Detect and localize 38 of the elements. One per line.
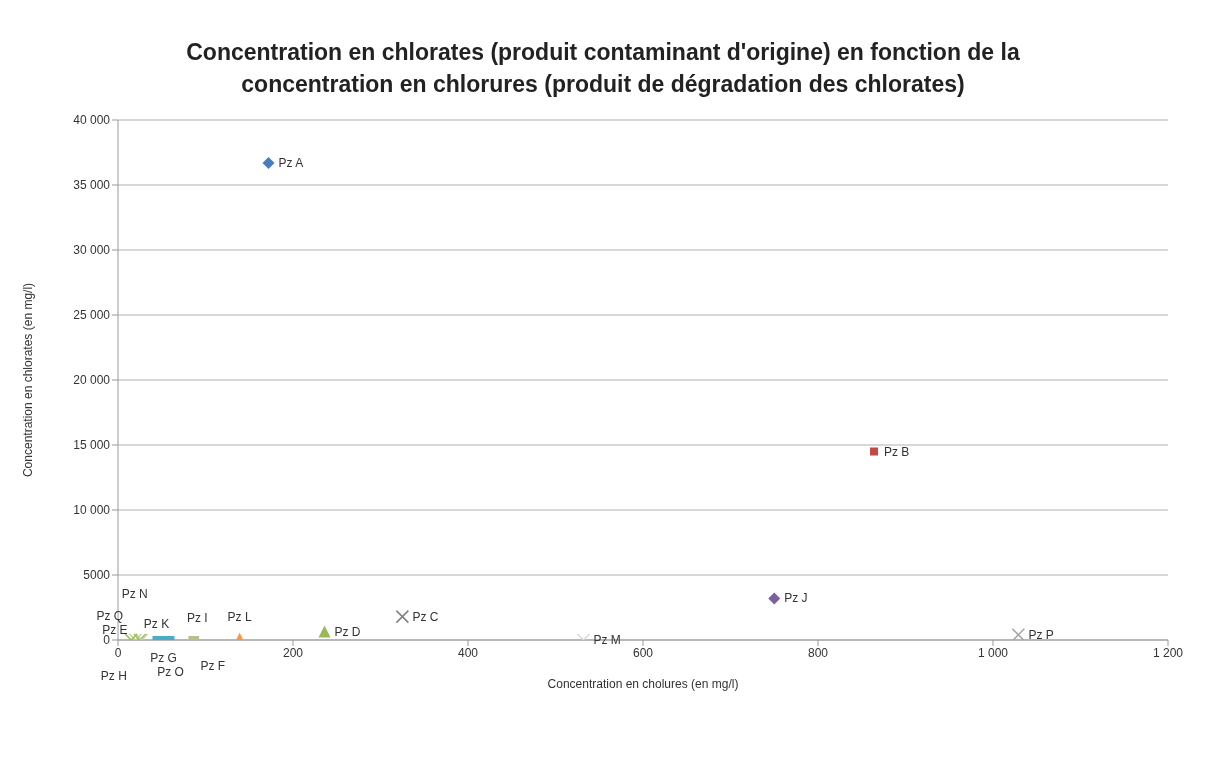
series-label: Pz Q	[96, 609, 124, 623]
series-label: Pz D	[334, 624, 361, 639]
y-tick-label: 0	[103, 633, 111, 648]
series-label: Pz C	[412, 609, 439, 624]
series-label: Pz K	[143, 617, 170, 631]
point	[262, 156, 275, 169]
series-label: Pz J	[784, 591, 808, 606]
y-tick-label: 30 000	[73, 243, 111, 258]
y-tick-label: 40 000	[73, 113, 111, 128]
series-label: Pz L	[227, 609, 252, 624]
x-axis-title: Concentration en cholures (en mg/l)	[547, 677, 739, 691]
y-tick-label: 10 000	[73, 503, 111, 518]
y-tick-label: 15 000	[73, 438, 111, 453]
series-label: Pz P	[1028, 627, 1054, 642]
series-label: Pz F	[200, 659, 226, 673]
x-tick-label: 400	[457, 645, 479, 660]
x-tick-label: 800	[807, 645, 829, 660]
series-label: Pz M	[593, 633, 621, 647]
point	[1011, 628, 1026, 640]
y-tick-label: 20 000	[73, 373, 111, 388]
y-tick-label: 5000	[83, 568, 111, 583]
chart-title: Concentration en chlorates (produit contaminant d'origine) en fonction de la concentration en chlorures (produit de dégradation des chlorates)	[185, 38, 1021, 99]
x-tick-label: 1 200	[1152, 645, 1184, 660]
y-tick-label: 25 000	[73, 308, 111, 323]
series-label: Pz G	[150, 651, 177, 665]
series-label: Pz I	[187, 611, 208, 625]
x-tick-label: 600	[632, 645, 654, 660]
series-label: Pz A	[278, 155, 304, 170]
x-tick-label: 1 000	[977, 645, 1009, 660]
series-label: Pz B	[884, 444, 910, 459]
point	[870, 447, 878, 456]
text: Pz H	[100, 669, 127, 683]
x-tick-label: 200	[282, 645, 304, 660]
x-tick-label: 0	[114, 645, 122, 660]
text: Pz N	[121, 587, 148, 601]
series-label: Pz O	[157, 665, 184, 679]
y-axis-title: Concentration en chlorates (en mg/l)	[21, 282, 36, 478]
y-tick-label: 35 000	[73, 178, 111, 193]
